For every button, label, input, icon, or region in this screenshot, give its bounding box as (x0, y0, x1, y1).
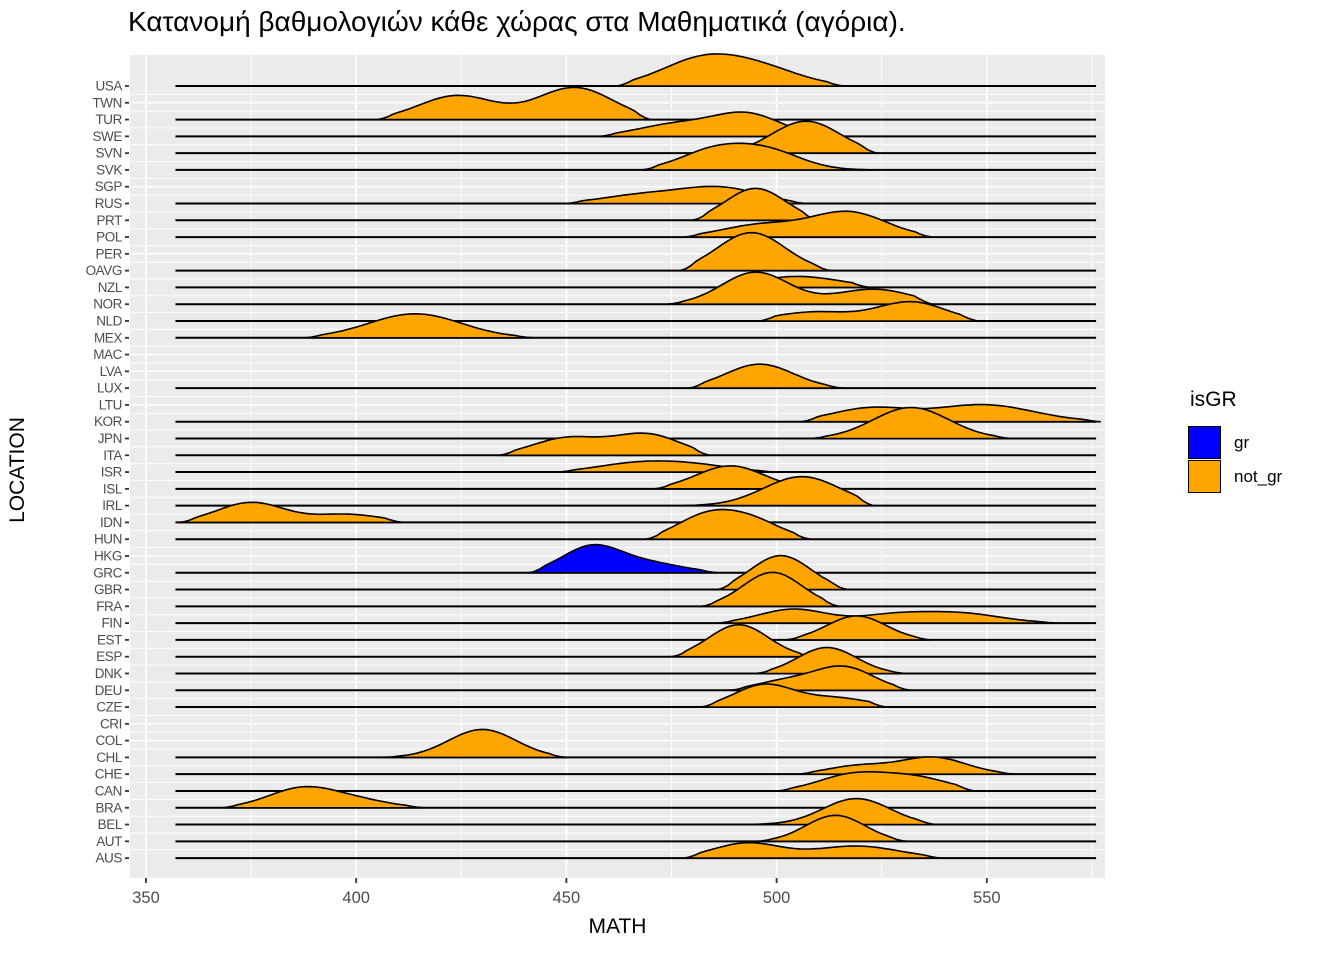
ridge-HUN (645, 508, 811, 540)
ridge-SWE (599, 111, 811, 138)
ridge-PRT (691, 187, 820, 222)
ridge-TUR (376, 86, 652, 121)
ridge-SVK (641, 142, 879, 171)
y-tick-label-NLD: NLD (96, 313, 122, 328)
y-tick-label-MEX: MEX (94, 330, 122, 345)
y-tick-label-COL: COL (95, 733, 122, 748)
y-tick-label-GRC: GRC (93, 565, 122, 580)
ridge-NLD (759, 300, 980, 322)
x-tick-label-400: 400 (342, 889, 370, 907)
ridge-FRA (700, 571, 841, 608)
x-tick-label-500: 500 (763, 889, 791, 907)
y-tick-label-TWN: TWN (92, 95, 122, 110)
ridge-MEX (305, 313, 534, 339)
ridge-CZE (700, 683, 887, 708)
y-tick-label-SVK: SVK (96, 162, 122, 177)
ridge-FIN (716, 608, 1060, 624)
legend-item-not-gr: not_gr (1188, 460, 1282, 493)
y-tick-label-TUR: TUR (95, 112, 122, 127)
y-tick-label-ISR: ISR (101, 465, 123, 480)
y-tick-label-DNK: DNK (95, 666, 123, 681)
y-tick-label-PRT: PRT (96, 213, 122, 228)
y-tick-label-NOR: NOR (93, 297, 122, 312)
x-tick-label-450: 450 (553, 889, 581, 907)
ridge-IDN (178, 501, 404, 524)
y-tick-label-IDN: IDN (100, 515, 122, 530)
y-tick-label-SVN: SVN (95, 146, 122, 161)
plot-title: Κατανομή βαθμολογιών κάθε χώρας στα Μαθη… (128, 6, 906, 37)
y-tick-label-PER: PER (95, 246, 122, 261)
ridge-AUS (683, 841, 942, 859)
y-tick-label-BEL: BEL (98, 817, 123, 832)
ridge-EST (784, 615, 933, 641)
legend-title: isGR (1190, 388, 1237, 411)
y-tick-label-POL: POL (96, 230, 123, 245)
ridge-CHL (380, 728, 568, 759)
y-tick-label-OAVG: OAVG (86, 263, 122, 278)
y-tick-label-MAC: MAC (93, 347, 122, 362)
y-tick-label-SWE: SWE (92, 129, 122, 144)
legend-label-gr: gr (1234, 432, 1250, 452)
y-tick-label-LTU: LTU (99, 397, 122, 412)
x-axis-title: MATH (588, 915, 647, 938)
y-tick-label-FIN: FIN (101, 616, 122, 631)
y-tick-label-GBR: GBR (94, 582, 123, 597)
ridge-CAN (775, 771, 975, 792)
ridge-BRA (220, 785, 425, 809)
y-tick-label-RUS: RUS (95, 196, 123, 211)
y-tick-label-CHE: CHE (95, 767, 123, 782)
legend-label-not-gr: not_gr (1234, 466, 1283, 486)
y-tick-label-ESP: ESP (96, 649, 122, 664)
ridge-JPN (809, 406, 1013, 440)
ridge-NOR (666, 271, 933, 305)
legend-key-gr-swatch (1188, 426, 1221, 459)
ridge-POL (683, 210, 933, 238)
y-tick-label-KOR: KOR (94, 414, 123, 429)
y-tick-label-IRL: IRL (102, 498, 123, 513)
y-tick-label-ITA: ITA (103, 448, 122, 463)
y-axis-title: LOCATION (6, 417, 29, 523)
ridge-LUX (687, 363, 845, 389)
y-tick-label-CZE: CZE (96, 700, 122, 715)
ridge-CHE (796, 756, 1017, 775)
y-tick-label-CHL: CHL (96, 750, 123, 765)
ridge-ESP (670, 623, 816, 658)
y-tick-label-CAN: CAN (95, 783, 122, 798)
ridge-OAVG (679, 231, 833, 272)
y-tick-label-BRA: BRA (95, 800, 122, 815)
ridge-IRL (683, 475, 875, 507)
ridge-GRC (527, 543, 719, 574)
ridge-USA (616, 53, 845, 87)
y-tick-label-JPN: JPN (98, 431, 122, 446)
y-tick-label-HUN: HUN (94, 532, 122, 547)
y-tick-label-AUT: AUT (96, 834, 122, 849)
y-tick-label-SGP: SGP (95, 179, 123, 194)
y-tick-label-AUS: AUS (95, 851, 122, 866)
legend-item-gr: gr (1188, 426, 1282, 459)
y-tick-label-LVA: LVA (100, 364, 123, 379)
ridge-AUT (754, 814, 908, 843)
ridge-DNK (754, 646, 908, 675)
y-tick-label-NZL: NZL (98, 280, 123, 295)
y-tick-label-EST: EST (97, 632, 122, 647)
x-tick-label-550: 550 (973, 889, 1001, 907)
y-tick-label-USA: USA (95, 79, 122, 94)
y-tick-label-LUX: LUX (97, 381, 122, 396)
x-tick-label-350: 350 (132, 889, 160, 907)
legend: isGR gr not_gr (1188, 388, 1282, 493)
y-tick-label-FRA: FRA (96, 599, 122, 614)
ridge-BEL (742, 797, 938, 826)
ridge-ITA (498, 432, 711, 457)
y-tick-label-ISL: ISL (103, 481, 123, 496)
y-tick-label-CRI: CRI (100, 716, 122, 731)
y-tick-label-HKG: HKG (94, 548, 122, 563)
legend-key-not-gr-swatch (1188, 460, 1221, 493)
y-tick-label-DEU: DEU (95, 683, 122, 698)
